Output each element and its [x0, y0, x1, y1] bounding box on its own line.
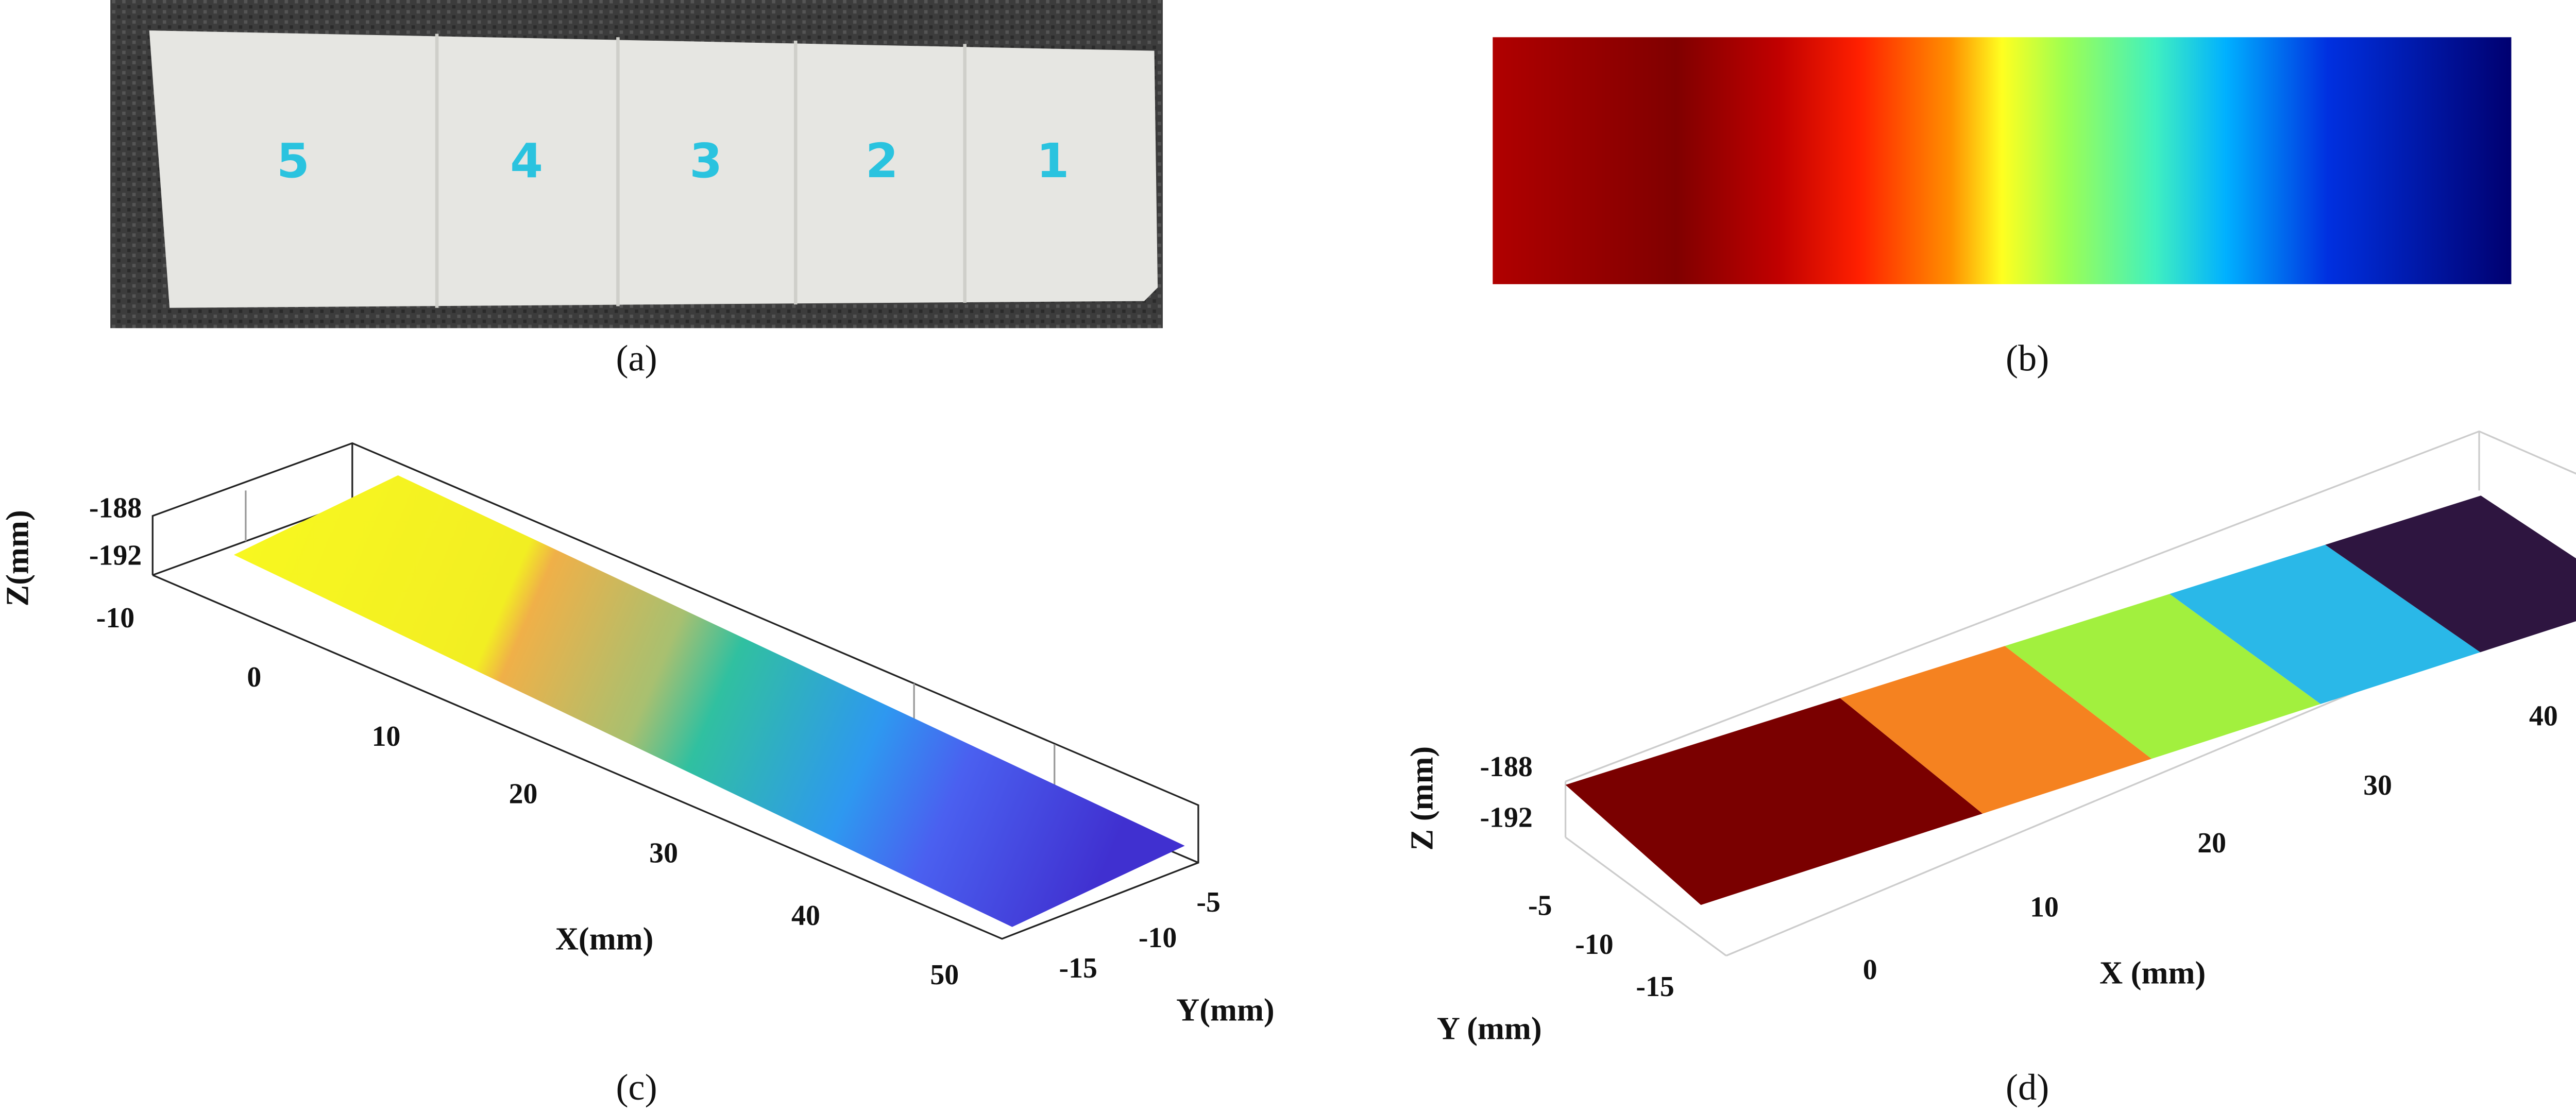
x-tick-label: 10 — [372, 721, 401, 752]
sample-number: 4 — [510, 133, 543, 189]
axis-label: Y(mm) — [1176, 992, 1275, 1028]
x-tick-label: 50 — [930, 959, 959, 991]
x-tick-label: 20 — [509, 778, 538, 810]
x-tick-label: 20 — [2197, 827, 2226, 859]
sample-number: 1 — [1036, 133, 1069, 189]
y-tick-label: -15 — [1059, 952, 1097, 984]
x-tick-label: 0 — [1863, 954, 1877, 986]
sample-strip — [149, 30, 1158, 308]
sample-number: 3 — [689, 133, 722, 189]
y-tick-label: -5 — [1528, 889, 1552, 921]
x-tick-label: 0 — [247, 661, 261, 693]
surface — [233, 475, 1185, 927]
x-tick-label: 10 — [2030, 892, 2059, 923]
surface-segment — [2170, 544, 2481, 704]
x-tick-label: 40 — [2529, 700, 2558, 732]
z-tick-label: -10 — [96, 602, 134, 634]
block-dividers — [435, 33, 967, 308]
surface-segment — [1565, 698, 1983, 905]
surface-segment — [1840, 646, 2152, 814]
y-tick-label: -15 — [1636, 971, 1674, 1003]
x-tick-label: 30 — [2363, 769, 2392, 801]
axis-label: X (mm) — [2099, 955, 2206, 990]
sample-number: 2 — [866, 133, 899, 189]
axis-label: Z (mm) — [1404, 746, 1439, 851]
panel-label: (d) — [2006, 1067, 2049, 1108]
sample-number: 5 — [277, 133, 310, 189]
axis-label: Z(mm) — [0, 510, 35, 606]
y-tick-label: -10 — [1139, 922, 1177, 954]
panel-label: (a) — [616, 337, 657, 379]
panel-label: (c) — [616, 1067, 657, 1108]
z-tick-label: -192 — [89, 540, 142, 572]
z-tick-label: -188 — [89, 492, 142, 524]
z-tick-label: -188 — [1480, 751, 1532, 783]
surface-segment — [2325, 495, 2576, 653]
heatmap — [1493, 37, 2512, 284]
surface-segment — [2005, 594, 2321, 759]
x-tick-label: 30 — [649, 837, 678, 869]
y-tick-label: -5 — [1196, 886, 1221, 918]
axis-label: X(mm) — [555, 921, 654, 957]
z-tick-label: -192 — [1480, 802, 1532, 834]
y-tick-label: -10 — [1575, 929, 1613, 961]
x-tick-label: 40 — [791, 900, 820, 932]
axis-label: Y (mm) — [1437, 1011, 1542, 1047]
panel-label: (b) — [2006, 337, 2049, 379]
